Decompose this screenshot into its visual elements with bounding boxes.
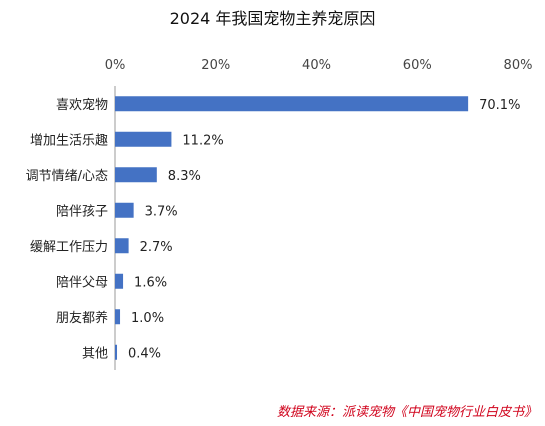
value-label: 11.2% — [182, 133, 223, 148]
value-label: 0.4% — [128, 346, 161, 361]
bar — [115, 96, 469, 112]
category-label: 调节情绪/心态 — [26, 169, 108, 184]
category-label: 陪伴父母 — [56, 275, 108, 290]
bar — [115, 202, 134, 218]
category-label: 缓解工作压力 — [30, 240, 108, 255]
category-label: 增加生活乐趣 — [30, 133, 108, 148]
value-label: 70.1% — [479, 98, 520, 113]
value-labels: 70.1% 11.2% 8.3% 3.7% 2.7% 1.6% 1.0% 0.4% — [128, 98, 520, 362]
x-tick-label: 20% — [201, 58, 230, 73]
source-note: 数据来源：派读宠物《中国宠物行业白皮书》 — [276, 405, 537, 420]
value-label: 2.7% — [140, 240, 173, 255]
chart-title: 2024 年我国宠物主养宠原因 — [169, 9, 376, 28]
x-tick-label: 60% — [403, 58, 432, 73]
bar — [115, 344, 118, 360]
value-label: 1.6% — [134, 275, 167, 290]
value-label: 1.0% — [131, 311, 164, 326]
bar — [115, 167, 157, 183]
value-label: 3.7% — [145, 204, 178, 219]
bar — [115, 131, 172, 147]
value-label: 8.3% — [168, 169, 201, 184]
x-tick-label: 40% — [302, 58, 331, 73]
bar — [115, 309, 121, 325]
x-axis-ticks: 0% 20% 40% 60% 80% — [105, 58, 533, 73]
category-label: 陪伴孩子 — [56, 204, 108, 219]
category-label: 喜欢宠物 — [56, 97, 108, 113]
x-tick-label: 0% — [105, 58, 126, 73]
category-label: 朋友都养 — [56, 310, 108, 326]
category-label: 其他 — [82, 346, 108, 361]
x-tick-label: 80% — [504, 58, 533, 73]
bar — [115, 238, 129, 254]
bars — [115, 96, 469, 360]
bar — [115, 273, 124, 289]
